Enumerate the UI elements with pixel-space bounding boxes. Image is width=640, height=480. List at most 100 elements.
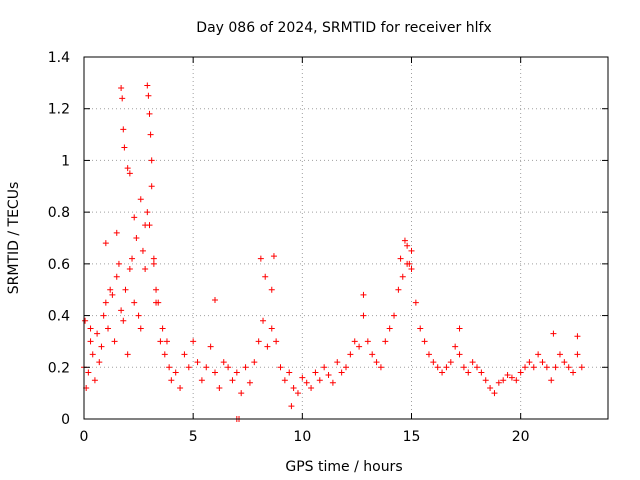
data-point xyxy=(137,325,144,332)
data-point xyxy=(548,377,555,384)
y-tick-label: 0 xyxy=(61,412,70,428)
data-point xyxy=(148,183,155,190)
data-point xyxy=(508,374,515,381)
data-point xyxy=(517,369,524,376)
data-point xyxy=(299,374,306,381)
data-point xyxy=(430,359,437,366)
data-point xyxy=(574,351,581,358)
x-tick-label: 15 xyxy=(403,429,421,445)
data-point xyxy=(321,364,328,371)
data-point xyxy=(122,286,129,293)
data-point xyxy=(495,379,502,386)
data-point xyxy=(329,379,336,386)
data-point xyxy=(456,351,463,358)
data-point xyxy=(135,312,142,319)
data-point xyxy=(338,369,345,376)
data-point xyxy=(377,364,384,371)
data-point xyxy=(113,229,120,236)
data-point xyxy=(425,351,432,358)
data-point xyxy=(556,351,563,358)
x-axis-label: GPS time / hours xyxy=(285,459,402,475)
data-point xyxy=(500,377,507,384)
data-point xyxy=(115,260,122,267)
data-point xyxy=(91,377,98,384)
data-point xyxy=(561,359,568,366)
data-point xyxy=(260,317,267,324)
data-point xyxy=(185,364,192,371)
data-point xyxy=(102,299,109,306)
data-point xyxy=(144,82,151,89)
data-point xyxy=(347,351,354,358)
data-point xyxy=(268,325,275,332)
data-point xyxy=(190,338,197,345)
data-point xyxy=(172,369,179,376)
data-point xyxy=(294,390,301,397)
data-point xyxy=(111,338,118,345)
data-point xyxy=(146,110,153,117)
data-point xyxy=(153,286,160,293)
data-point xyxy=(157,338,164,345)
data-points xyxy=(81,82,585,422)
data-point xyxy=(142,222,149,229)
data-point xyxy=(87,338,94,345)
x-tick-label: 10 xyxy=(293,429,311,445)
data-point xyxy=(144,209,151,216)
data-point xyxy=(233,369,240,376)
y-tick-label: 1.4 xyxy=(48,50,70,66)
data-point xyxy=(150,260,157,267)
data-point xyxy=(207,343,214,350)
data-point xyxy=(491,390,498,397)
data-point xyxy=(148,157,155,164)
data-point xyxy=(522,364,529,371)
data-point xyxy=(408,266,415,273)
data-point xyxy=(408,247,415,254)
data-point xyxy=(139,247,146,254)
data-point xyxy=(530,364,537,371)
data-point xyxy=(238,390,245,397)
data-point xyxy=(439,369,446,376)
data-point xyxy=(124,165,131,172)
data-point xyxy=(98,343,105,350)
data-point xyxy=(286,369,293,376)
data-point xyxy=(465,369,472,376)
data-point xyxy=(257,255,264,262)
data-point xyxy=(121,144,128,151)
data-point xyxy=(482,377,489,384)
y-tick-label: 0.6 xyxy=(48,257,70,273)
data-point xyxy=(107,286,114,293)
data-point xyxy=(96,359,103,366)
data-point xyxy=(109,291,116,298)
data-point xyxy=(142,266,149,273)
data-point xyxy=(526,359,533,366)
data-point xyxy=(469,359,476,366)
x-tick-label: 0 xyxy=(80,429,89,445)
data-point xyxy=(312,369,319,376)
chart-title: Day 086 of 2024, SRMTID for receiver hlf… xyxy=(196,20,491,36)
data-point xyxy=(474,364,480,371)
data-point xyxy=(513,377,520,384)
data-point xyxy=(120,126,127,133)
data-point xyxy=(401,237,408,244)
data-point xyxy=(487,384,494,391)
data-point xyxy=(255,338,262,345)
data-point xyxy=(85,369,92,376)
data-point xyxy=(194,359,201,366)
data-point xyxy=(395,286,402,293)
data-point xyxy=(113,273,120,280)
data-point xyxy=(89,351,96,358)
data-point xyxy=(343,364,349,371)
y-tick-label: 0.8 xyxy=(48,205,70,221)
data-point xyxy=(216,384,223,391)
data-point xyxy=(443,364,450,371)
data-point xyxy=(105,325,112,332)
data-point xyxy=(126,170,133,177)
data-point xyxy=(264,343,271,350)
data-point xyxy=(131,299,138,306)
data-point xyxy=(369,351,376,358)
data-point xyxy=(308,384,315,391)
data-point xyxy=(386,325,393,332)
data-point xyxy=(382,338,389,345)
x-tick-label: 20 xyxy=(512,429,530,445)
data-point xyxy=(203,364,210,371)
